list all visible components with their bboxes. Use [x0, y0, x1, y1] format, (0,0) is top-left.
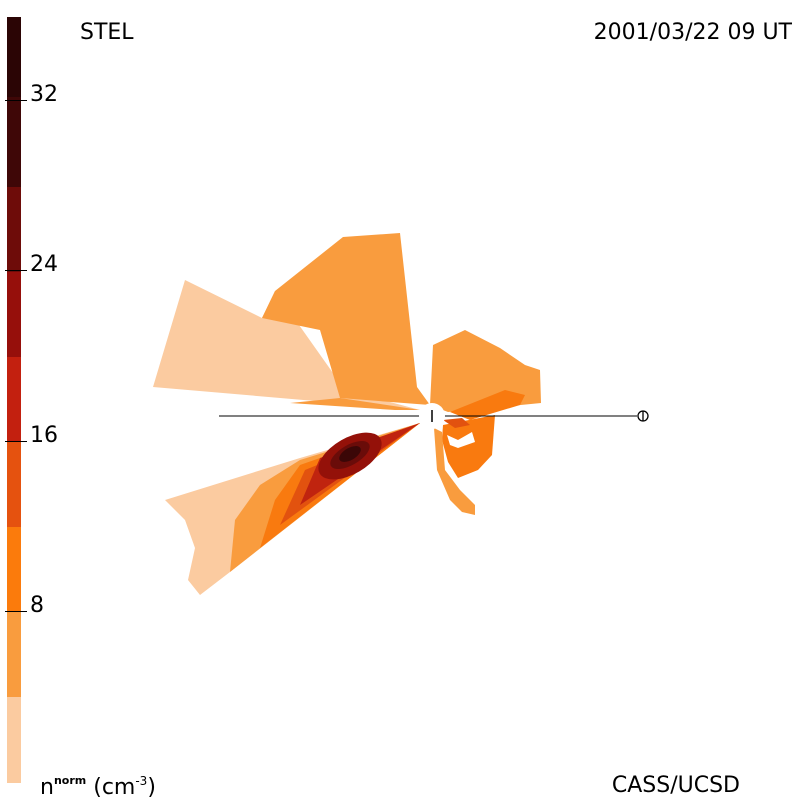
colorbar-tick-label-8: 8 — [30, 593, 44, 618]
sector-lower-left-orange — [260, 423, 420, 548]
station-label: STEL — [80, 20, 134, 45]
sector-lower-right — [442, 415, 495, 478]
sector-right-inner — [450, 390, 525, 420]
sector-upper-medium-base — [290, 398, 420, 410]
sector-lower-right-inner — [443, 418, 470, 428]
colorbar-tick-8 — [5, 611, 27, 612]
sector-upper-medium — [262, 233, 430, 405]
colorbar-tick-label-16: 16 — [30, 423, 58, 448]
sector-upper-left-light — [153, 280, 420, 410]
sector-lower-spike — [434, 428, 475, 515]
sector-lower-left-medium — [230, 423, 420, 572]
sector-lower-right-notch — [447, 432, 475, 448]
datetime-label: 2001/03/22 09 UT — [593, 20, 792, 45]
credit-label: CASS/UCSD — [611, 773, 740, 798]
sector-right — [430, 330, 541, 412]
colorbar-tick-label-24: 24 — [30, 252, 58, 277]
colorbar-tick-label-32: 32 — [30, 82, 58, 107]
colorbar-tick-24 — [5, 270, 27, 271]
colorbar-tick-32 — [5, 100, 27, 101]
colorbar-tick-16 — [5, 441, 27, 442]
density-peak-core — [339, 446, 361, 462]
units-label: nnorm (cm-3) — [40, 774, 156, 800]
